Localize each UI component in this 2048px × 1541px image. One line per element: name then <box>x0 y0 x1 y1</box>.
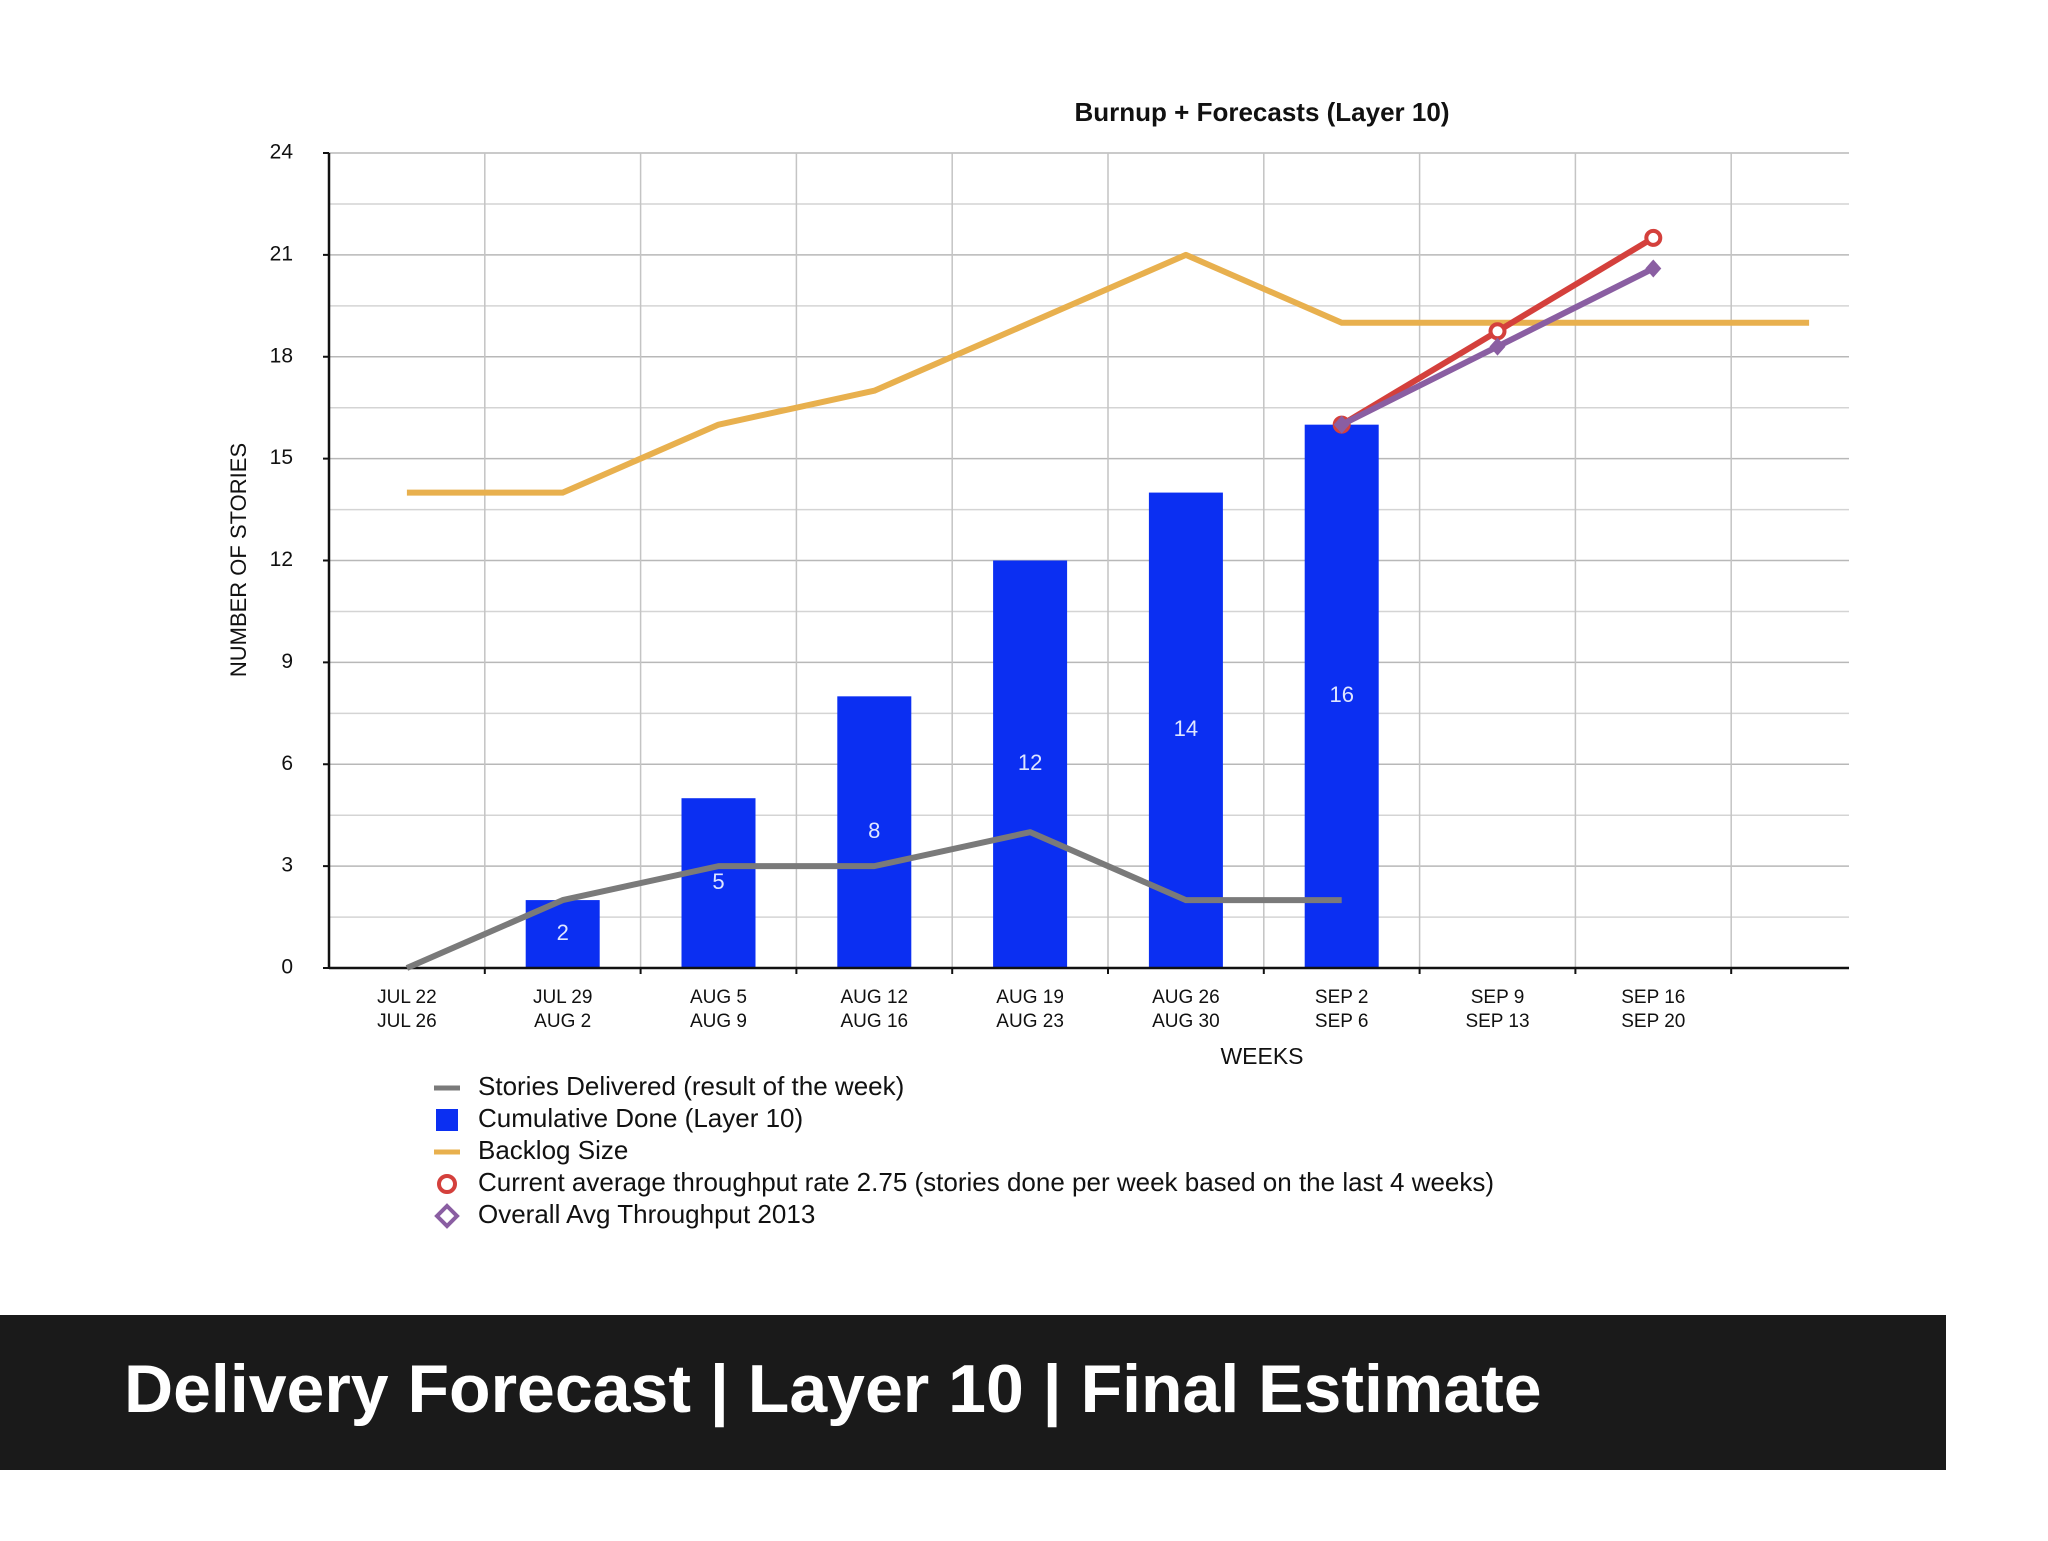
line-marker <box>1489 337 1506 356</box>
x-tick-label: SEP 20 <box>1621 1011 1685 1032</box>
legend-label: Overall Avg Throughput 2013 <box>478 1199 815 1229</box>
y-tick-label: 21 <box>270 242 293 265</box>
legend-label: Stories Delivered (result of the week) <box>478 1071 904 1101</box>
x-tick-label: SEP 9 <box>1471 987 1525 1008</box>
bar-value-label: 5 <box>712 869 724 894</box>
y-tick-label: 15 <box>270 446 293 469</box>
line-marker <box>1333 415 1350 434</box>
y-tick-label: 3 <box>281 854 293 877</box>
x-tick-label: JUL 22 <box>377 987 437 1008</box>
x-tick-label: AUG 23 <box>996 1011 1064 1032</box>
bar-value-label: 16 <box>1329 682 1353 707</box>
x-tick-label: AUG 9 <box>690 1011 747 1032</box>
legend-label: Backlog Size <box>478 1135 628 1165</box>
bar <box>1304 424 1379 969</box>
x-tick-label: SEP 13 <box>1465 1011 1529 1032</box>
line <box>405 829 1342 971</box>
y-tick-label: 9 <box>281 650 293 673</box>
banner-title: Delivery Forecast | Layer 10 | Final Est… <box>124 1351 1542 1428</box>
bar-value-label: 12 <box>1018 750 1042 775</box>
legend-label: Current average throughput rate 2.75 (st… <box>478 1167 1494 1197</box>
y-tick-label: 6 <box>281 752 293 775</box>
legend-swatch <box>437 1174 457 1194</box>
x-tick-label: AUG 12 <box>841 987 909 1008</box>
line-marker <box>1644 228 1663 247</box>
legend-swatch <box>436 1109 458 1131</box>
x-tick-label: AUG 5 <box>690 987 747 1008</box>
line-marker <box>1645 259 1662 278</box>
x-tick-label: AUG 2 <box>534 1011 591 1032</box>
bar-value-label: 2 <box>557 920 569 945</box>
x-tick-label: AUG 16 <box>841 1011 909 1032</box>
y-tick-label: 18 <box>270 344 293 367</box>
x-tick-label: SEP 2 <box>1315 987 1369 1008</box>
legend-swatch <box>434 1203 460 1229</box>
line <box>406 251 1810 496</box>
x-tick-label: JUL 29 <box>533 987 593 1008</box>
x-axis-label: WEEKS <box>1220 1043 1303 1069</box>
y-tick-label: 24 <box>270 141 294 164</box>
bar-value-label: 14 <box>1174 716 1198 741</box>
bar <box>837 696 912 968</box>
x-tick-label: AUG 19 <box>996 987 1064 1008</box>
line-marker <box>1488 322 1507 341</box>
bar <box>681 798 756 968</box>
x-tick-label: AUG 26 <box>1152 987 1220 1008</box>
legend-label: Cumulative Done (Layer 10) <box>478 1103 803 1133</box>
banner <box>0 1315 1946 1470</box>
x-tick-label: AUG 30 <box>1152 1011 1220 1032</box>
x-tick-label: JUL 26 <box>377 1011 437 1032</box>
chart-title: Burnup + Forecasts (Layer 10) <box>1075 97 1450 127</box>
y-tick-label: 12 <box>270 548 293 571</box>
bar-value-label: 8 <box>868 818 880 843</box>
y-tick-label: 0 <box>281 956 293 979</box>
x-tick-label: SEP 16 <box>1621 987 1685 1008</box>
bar <box>993 560 1068 968</box>
y-axis-label: NUMBER OF STORIES <box>226 443 251 677</box>
x-tick-label: SEP 6 <box>1315 1011 1369 1032</box>
